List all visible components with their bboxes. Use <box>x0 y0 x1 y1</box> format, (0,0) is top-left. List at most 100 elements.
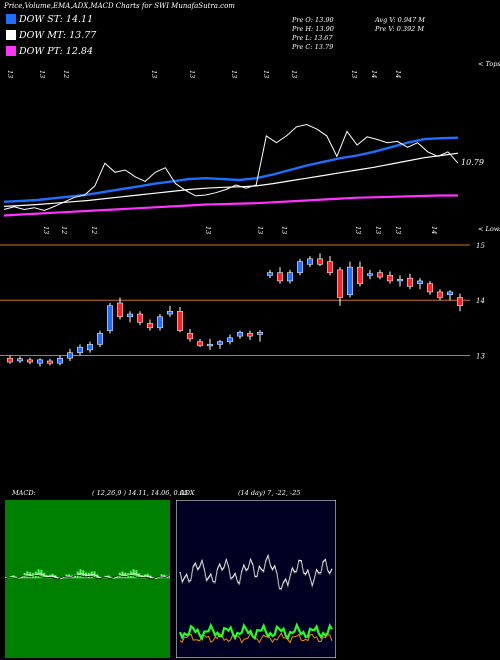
adx-lines <box>178 553 333 644</box>
macd-params: ( 12,26,9 ) 14.11, 14.06, 0.05 <box>92 489 189 497</box>
candle <box>87 341 93 353</box>
candle-body <box>157 316 163 329</box>
chart-title: Price,Volume,EMA,ADX,MACD Charts for SWI… <box>4 2 235 10</box>
candle <box>257 330 263 342</box>
candle-body <box>97 333 103 345</box>
legend-swatch-pt <box>6 46 16 56</box>
candle-body <box>417 280 423 284</box>
candle-body <box>437 291 443 298</box>
ema-line-3 <box>3 194 458 217</box>
candle <box>97 330 103 348</box>
candle-body <box>47 360 53 364</box>
candle <box>137 311 143 326</box>
candle <box>237 330 243 339</box>
candle-body <box>257 332 263 335</box>
lows-label: < Lows <box>478 225 500 233</box>
macd-title: MACD: <box>12 489 36 497</box>
tops-label: < Tops <box>478 60 500 68</box>
adx-plus-di-line <box>178 622 333 641</box>
candle <box>297 258 303 276</box>
candle-body <box>217 341 223 345</box>
candle-body <box>457 297 463 307</box>
candle-body <box>337 269 343 298</box>
ema-overlay <box>3 123 459 217</box>
candle <box>197 338 203 348</box>
candle <box>117 297 123 320</box>
ema-line-1 <box>3 136 459 203</box>
lows-mark: 13 <box>204 226 212 234</box>
candle <box>247 330 253 340</box>
candle <box>157 314 163 331</box>
macd-lines <box>5 569 170 580</box>
legend-label-pt: DOW PT: 12.84 <box>19 45 93 57</box>
candle-body <box>227 337 233 342</box>
candle-body <box>267 272 273 276</box>
candle <box>207 338 213 350</box>
candle <box>387 271 393 284</box>
candle <box>187 328 193 342</box>
candle <box>167 305 173 317</box>
candle-body <box>387 275 393 282</box>
candle-body <box>117 302 123 318</box>
stat-pre-close: Pre C: 13.79 <box>292 43 334 51</box>
candle <box>37 358 43 367</box>
adx-title: ADX <box>180 489 195 497</box>
price-tick-label: 13 <box>476 352 485 360</box>
stat-pre-high: Pre H: 13.90 <box>292 25 334 33</box>
legend-dow-mt: DOW MT: 13.77 <box>6 28 96 42</box>
price-tick-label: 15 <box>476 242 485 250</box>
candle <box>287 269 293 284</box>
candle-body <box>67 352 73 359</box>
legend-swatch-st <box>6 14 16 24</box>
price-chart: 13 13 12 13 13 13 13 13 13 14 14 13 12 12 13 13 13 13 13 13… <box>0 70 485 367</box>
candle-body <box>137 313 143 323</box>
candle <box>57 355 63 366</box>
candle <box>67 348 73 361</box>
candle-body <box>397 279 403 282</box>
candle-body <box>197 341 203 346</box>
tops-mark: 12 <box>62 70 70 78</box>
lows-mark: 12 <box>90 226 98 234</box>
candle <box>377 269 383 280</box>
candle <box>17 356 23 364</box>
candle-body <box>147 323 153 329</box>
macd-line <box>5 573 170 580</box>
candle-body <box>247 333 253 337</box>
lows-mark: 13 <box>394 226 402 234</box>
candle <box>277 267 283 284</box>
candle-body <box>207 344 213 347</box>
candle <box>407 273 413 290</box>
candle <box>217 339 223 349</box>
candle <box>77 344 83 356</box>
candle <box>317 253 323 267</box>
candle-body <box>407 277 413 287</box>
candle-body <box>57 357 63 364</box>
adx-shadow-line <box>179 556 333 591</box>
lows-mark: 13 <box>256 226 264 234</box>
lows-mark: 14 <box>430 226 438 234</box>
lows-mark: 12 <box>60 226 68 234</box>
tops-mark: 13 <box>188 70 196 78</box>
tops-mark: 13 <box>262 70 270 78</box>
candle <box>7 355 13 364</box>
candle-body <box>317 258 323 265</box>
candle <box>147 319 153 331</box>
adx-minus-di-line <box>179 632 333 644</box>
candle-body <box>307 258 313 265</box>
candle-body <box>87 344 93 351</box>
candle-body <box>187 333 193 340</box>
price-tick-label: 14 <box>476 297 485 305</box>
tops-lows-marks: 13 13 12 13 13 13 13 13 13 14 14 13 12 12 13 13 13 13 13 13… <box>6 70 438 234</box>
candle-body <box>367 273 373 276</box>
candle <box>437 289 443 301</box>
tops-mark: 13 <box>350 70 358 78</box>
candle <box>367 269 373 280</box>
stat-pre-low: Pre L: 13.67 <box>292 34 333 42</box>
candle-body <box>77 346 83 353</box>
candle-body <box>347 266 353 295</box>
candle-body <box>277 272 283 282</box>
tops-mark: 13 <box>150 70 158 78</box>
candle-body <box>167 311 173 315</box>
stat-pre-volume: Pre V: 0.392 M <box>375 25 425 33</box>
legend-swatch-mt <box>6 30 16 40</box>
